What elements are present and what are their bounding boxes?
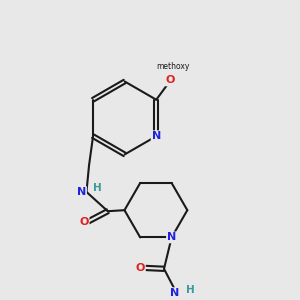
Text: N: N xyxy=(167,232,176,242)
Text: O: O xyxy=(79,217,88,227)
Text: H: H xyxy=(187,285,195,295)
Text: O: O xyxy=(136,263,145,273)
Text: O: O xyxy=(166,75,175,85)
Text: N: N xyxy=(169,288,179,298)
Text: methoxy: methoxy xyxy=(156,62,190,71)
Text: H: H xyxy=(93,183,102,193)
Text: N: N xyxy=(77,187,86,197)
Text: N: N xyxy=(152,131,161,141)
